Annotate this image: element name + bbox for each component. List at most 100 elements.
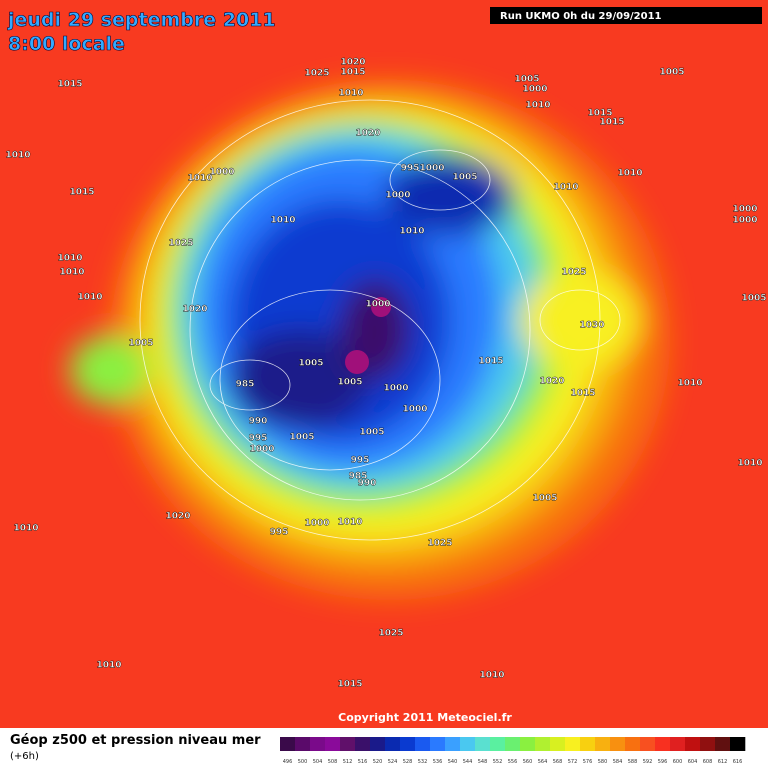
scale-swatch [730, 737, 746, 751]
isobar-label: 1000 [732, 205, 757, 215]
footer-title: Géop z500 et pression niveau mer [10, 733, 261, 748]
isobar-label: 995 [270, 528, 289, 538]
isobar-label: 1015 [340, 68, 365, 78]
scale-label: 560 [523, 759, 533, 765]
isobar-label: 1025 [561, 268, 586, 278]
scale-swatch [550, 737, 566, 751]
scale-swatch [610, 737, 626, 751]
isobar-label: 1025 [304, 69, 329, 79]
isobar-label: 1010 [337, 518, 362, 528]
isobar-label: 1000 [383, 384, 408, 394]
scale-swatch [280, 737, 296, 751]
scale-label: 568 [553, 759, 563, 765]
scale-label: 608 [703, 759, 713, 765]
scale-label: 516 [358, 759, 368, 765]
copyright: Copyright 2011 Meteociel.fr [338, 711, 512, 724]
scale-swatch [370, 737, 386, 751]
isobar-label: 1010 [270, 216, 295, 226]
run-box [490, 7, 762, 24]
scale-swatch [325, 737, 341, 751]
scale-label: 532 [418, 759, 428, 765]
scale-swatch [475, 737, 491, 751]
low-center [371, 297, 391, 317]
isobar-label: 1010 [617, 169, 642, 179]
isobar-label: 995 [401, 164, 420, 174]
geopotential-field [70, 80, 670, 600]
isobar-label: 1015 [57, 80, 82, 90]
scale-label: 616 [733, 759, 743, 765]
isobar-label: 1000 [385, 191, 410, 201]
isobar-label: 1000 [402, 405, 427, 415]
isobar-label: 1010 [5, 151, 30, 161]
isobar-label: 1010 [525, 101, 550, 111]
scale-label: 552 [493, 759, 503, 765]
isobar-lines [139, 99, 621, 541]
isobar-label: 1000 [522, 85, 547, 95]
isobar-label: 1015 [599, 118, 624, 128]
scale-label: 584 [613, 759, 623, 765]
isobar-label: 995 [249, 434, 268, 444]
footer-lead: (+6h) [10, 751, 39, 762]
isobar-label: 1020 [355, 129, 380, 139]
isobar-label: 990 [249, 417, 268, 427]
scale-swatch [400, 737, 416, 751]
isobar-label: 1010 [59, 268, 84, 278]
isobar-label: 1010 [187, 174, 212, 184]
scale-swatch [625, 737, 641, 751]
scale-label: 508 [328, 759, 338, 765]
isobar-label: 1010 [479, 671, 504, 681]
isobar-label: 1030 [579, 321, 604, 331]
scale-label: 500 [298, 759, 308, 765]
isobar-label: 1000 [249, 445, 274, 455]
scale-swatch [460, 737, 476, 751]
isobar-label: 1005 [337, 378, 362, 388]
scale-label: 540 [448, 759, 458, 765]
isobar-label: 1010 [57, 254, 82, 264]
scale-label: 592 [643, 759, 653, 765]
scale-swatch [580, 737, 596, 751]
isobar-label: 1010 [13, 524, 38, 534]
scale-swatch [595, 737, 611, 751]
isobar-label: 1005 [532, 494, 557, 504]
scale-label: 600 [673, 759, 683, 765]
isobar-label: 985 [236, 380, 255, 390]
scale-label: 576 [583, 759, 593, 765]
scale-label: 572 [568, 759, 578, 765]
scale-label: 564 [538, 759, 548, 765]
scale-label: 596 [658, 759, 668, 765]
isobar-label: 1000 [304, 519, 329, 529]
isobar-label: 1005 [741, 294, 766, 304]
scale-label: 504 [313, 759, 323, 765]
isobar-label: 1000 [209, 168, 234, 178]
scale-swatch [295, 737, 311, 751]
scale-swatch [685, 737, 701, 751]
color-scale: 496 500 504 508 512 516 520 524 528 532 536 540 544 5… [280, 737, 746, 765]
scale-swatch [310, 737, 326, 751]
isobar-label: 990 [358, 479, 377, 489]
isobar-label: 1010 [399, 227, 424, 237]
isobar-label: 1000 [732, 216, 757, 226]
scale-swatch [385, 737, 401, 751]
isobar-label: 1020 [340, 58, 365, 68]
isobar-label: 1020 [165, 512, 190, 522]
scale-swatch [565, 737, 581, 751]
isobar-label: 1025 [427, 539, 452, 549]
isobar-label: 1015 [478, 357, 503, 367]
isobar-label: 1000 [365, 300, 390, 310]
isobar-label: 1025 [168, 239, 193, 249]
scale-swatch [340, 737, 356, 751]
isobar-label: 1015 [337, 680, 362, 690]
scale-swatch [445, 737, 461, 751]
isobar-label: 1020 [539, 377, 564, 387]
scale-label: 520 [373, 759, 383, 765]
scale-swatch [355, 737, 371, 751]
isobar-label: 1010 [737, 459, 762, 469]
isobar-label: 1020 [182, 305, 207, 315]
scale-swatch [535, 737, 551, 751]
run: Run UKMO 0h du 29/09/2011 [500, 11, 662, 22]
isobar-label: 1025 [378, 629, 403, 639]
isobar-label: 1010 [677, 379, 702, 389]
isobar-labels: 1015101010151025102010151010102010051000… [5, 57, 766, 690]
